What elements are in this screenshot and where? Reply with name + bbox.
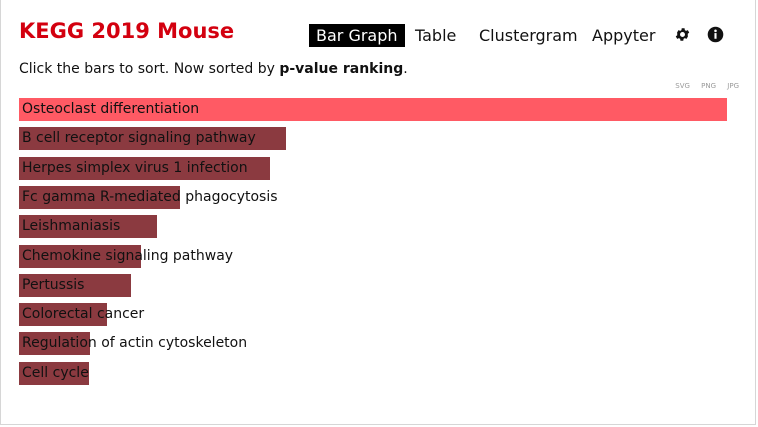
bar[interactable] [19,215,157,239]
tab-table[interactable]: Table [415,26,457,45]
bar[interactable] [19,244,141,268]
tab-clustergram[interactable]: Clustergram [479,26,578,45]
instructions-prefix: Click the bars to sort. Now sorted by [19,61,280,77]
bar-label: Pertussis [22,276,85,293]
bar-row[interactable]: Leishmaniasis [19,215,729,239]
bar-label: Osteoclast differentiation [22,101,200,117]
export-svg-link[interactable]: SVG [675,82,690,90]
bar-label: Herpes simplex virus 1 infection [22,159,248,176]
bar-label: Regulation of actin cytoskeleton [22,335,248,352]
export-links: SVG PNG JPG [666,82,739,90]
bar-row[interactable]: Chemokine signaling pathway [19,244,729,268]
bar-row[interactable]: Regulation of actin cytoskeleton [19,332,729,356]
instructions-suffix: . [403,61,408,77]
bar-label: Colorectal cancer [22,306,145,323]
bar-label: Cell cycle [22,364,89,381]
bar-row[interactable]: Fc gamma R-mediated phagocytosis [19,185,729,209]
page-title: KEGG 2019 Mouse [19,19,235,43]
sort-key: p-value ranking [279,61,404,77]
bar[interactable] [19,361,89,385]
bar[interactable] [19,156,270,180]
tab-bar-graph[interactable]: Bar Graph [309,24,405,47]
bar[interactable] [19,303,107,327]
info-icon[interactable] [707,26,724,43]
gear-icon[interactable] [674,26,691,43]
bar[interactable] [19,332,90,356]
tab-appyter[interactable]: Appyter [592,26,656,45]
bar-row[interactable]: Osteoclast differentiation [19,98,729,121]
bar-label: Fc gamma R-mediated phagocytosis [22,188,278,205]
export-jpg-link[interactable]: JPG [727,82,739,90]
bar-row[interactable]: B cell receptor signaling pathway [19,127,729,151]
bar-label: Chemokine signaling pathway [22,247,234,264]
bar-label: Leishmaniasis [22,218,121,235]
bar[interactable] [19,127,286,151]
bar[interactable] [19,98,727,121]
bar-row[interactable]: Herpes simplex virus 1 infection [19,156,729,180]
bar[interactable] [19,185,180,209]
bar-label: B cell receptor signaling pathway [22,130,256,147]
bar[interactable] [19,273,131,297]
bar-row[interactable]: Pertussis [19,273,729,297]
bar-row[interactable]: Colorectal cancer [19,303,729,327]
bar-row[interactable]: Cell cycle [19,361,729,385]
sort-instructions: Click the bars to sort. Now sorted by p-… [19,61,408,77]
export-png-link[interactable]: PNG [701,82,717,90]
